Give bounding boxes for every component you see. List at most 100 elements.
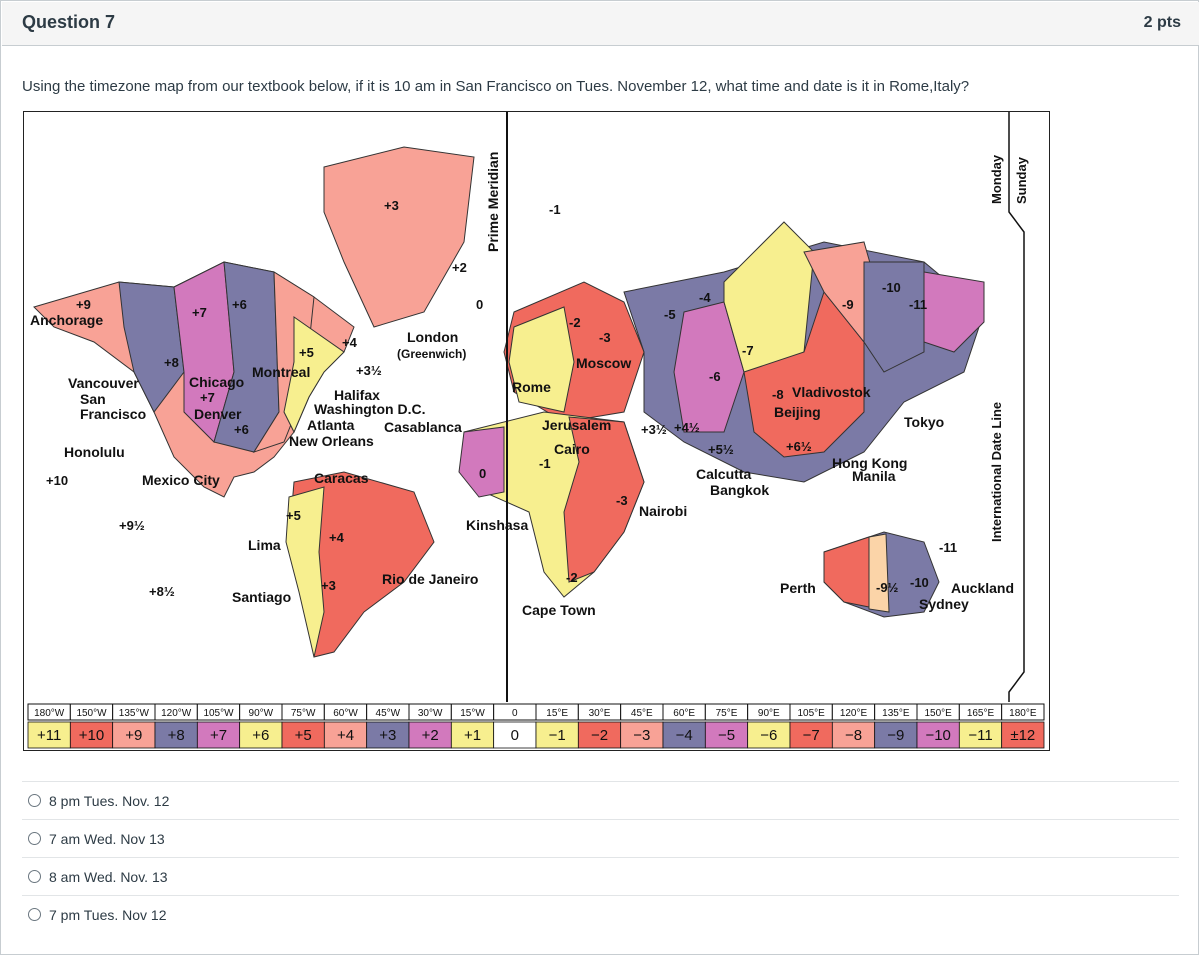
asia-yellow-zone xyxy=(723,221,815,373)
offset-label: +3½ xyxy=(356,363,382,378)
radio-button[interactable] xyxy=(28,794,41,807)
monday-label: Monday xyxy=(989,154,1004,204)
offset-label: -6 xyxy=(709,369,721,384)
question-points: 2 pts xyxy=(1143,14,1181,31)
longitude-label: 135°W xyxy=(119,708,150,719)
zone-cell xyxy=(196,721,241,749)
zone-cell xyxy=(154,721,198,749)
offset-label: +3 xyxy=(384,198,399,213)
offset-label: +5 xyxy=(286,508,301,523)
offset-label: -10 xyxy=(882,280,901,295)
offset-label: -8 xyxy=(772,387,784,402)
radio-button[interactable] xyxy=(28,832,41,845)
sunday-label: Sunday xyxy=(1014,156,1029,204)
answer-label[interactable]: 8 am Wed. Nov. 13 xyxy=(49,868,168,885)
offset-label: +6 xyxy=(234,422,249,437)
city-label: (Greenwich) xyxy=(397,347,466,361)
longitude-label: 75°W xyxy=(291,708,316,719)
zone-label: −6 xyxy=(760,727,777,744)
zone-cell xyxy=(747,721,791,749)
offset-label: 0 xyxy=(476,297,483,312)
city-label: Casablanca xyxy=(384,419,462,435)
zone-label: −8 xyxy=(845,727,862,744)
radio-button[interactable] xyxy=(28,908,41,921)
offset-label: -11 xyxy=(909,297,927,312)
zone-label: +8 xyxy=(168,727,185,744)
city-label: Atlanta xyxy=(307,417,355,433)
longitude-label: 45°W xyxy=(376,708,401,719)
zone-label: −10 xyxy=(925,727,950,744)
offset-label: -1 xyxy=(549,202,561,217)
zone-label: −7 xyxy=(803,727,820,744)
city-label: Caracas xyxy=(314,470,369,486)
radio-button[interactable] xyxy=(28,870,41,883)
question-text: Using the timezone map from our textbook… xyxy=(22,78,970,95)
zone-cell xyxy=(27,721,71,749)
answer-option[interactable]: 7 am Wed. Nov 13 xyxy=(22,819,1179,857)
offset-label: +8½ xyxy=(149,584,175,599)
city-label: Cape Town xyxy=(522,602,596,618)
city-label: Cairo xyxy=(554,441,590,457)
zone-cell xyxy=(450,721,495,749)
city-label: Nairobi xyxy=(639,503,687,519)
zone-label: +5 xyxy=(295,727,312,744)
date-line-label: International Date Line xyxy=(989,402,1004,542)
city-label: Jerusalem xyxy=(542,417,611,433)
longitude-label: 150°W xyxy=(76,708,107,719)
offset-label: +9 xyxy=(76,297,91,312)
south-america-west xyxy=(285,486,325,658)
offset-label: +2 xyxy=(452,260,467,275)
offset-label: -11 xyxy=(939,540,957,555)
city-label: Lima xyxy=(248,537,281,553)
answer-label[interactable]: 7 pm Tues. Nov 12 xyxy=(49,906,167,923)
zone-cell xyxy=(577,721,622,749)
answer-label[interactable]: 7 am Wed. Nov 13 xyxy=(49,830,165,847)
city-label: Sydney xyxy=(919,596,969,612)
city-label: New Orleans xyxy=(289,433,374,449)
zone-label: −2 xyxy=(591,727,608,744)
longitude-label: 180°E xyxy=(1009,708,1037,719)
city-label: Francisco xyxy=(80,406,146,422)
china-zone xyxy=(743,290,865,458)
longitude-label: 135°E xyxy=(882,708,910,719)
offset-label: +9½ xyxy=(119,518,145,533)
offset-label: +4 xyxy=(329,530,345,545)
offset-label: +5½ xyxy=(708,442,734,457)
answer-label[interactable]: 8 pm Tues. Nov. 12 xyxy=(49,792,170,809)
zone-label: −5 xyxy=(718,727,735,744)
zone-label: ±12 xyxy=(1010,727,1035,744)
africa-west-zone xyxy=(458,426,505,498)
zone-label: −4 xyxy=(676,727,693,744)
answer-option[interactable]: 8 am Wed. Nov. 13 xyxy=(22,857,1179,895)
zone-label: +1 xyxy=(464,727,481,744)
city-label: Manila xyxy=(852,468,896,484)
longitude-cell xyxy=(1001,703,1045,721)
city-label: Bangkok xyxy=(710,482,769,498)
city-label: San xyxy=(80,391,106,407)
longitude-label: 90°W xyxy=(249,708,274,719)
longitude-label: 45°E xyxy=(631,708,653,719)
zone-label: +9 xyxy=(125,727,142,744)
answer-option[interactable]: 7 pm Tues. Nov 12 xyxy=(22,895,1179,933)
longitude-label: 0 xyxy=(512,708,518,719)
eastern-zone xyxy=(283,316,345,434)
offset-label: +4½ xyxy=(674,420,700,435)
zone-label: −1 xyxy=(549,727,566,744)
longitude-label: 15°E xyxy=(546,708,568,719)
zone-cell xyxy=(1001,721,1045,749)
offset-label: -3 xyxy=(616,493,628,508)
zone-label: −3 xyxy=(633,727,650,744)
city-label: Rome xyxy=(512,379,551,395)
city-label: Montreal xyxy=(252,364,310,380)
city-label: Chicago xyxy=(189,374,244,390)
answer-option[interactable]: 8 pm Tues. Nov. 12 xyxy=(22,781,1179,819)
zone-label: +6 xyxy=(252,727,269,744)
city-label: Denver xyxy=(194,406,242,422)
city-label: Anchorage xyxy=(30,312,103,328)
zone-cell xyxy=(958,721,1003,749)
zone-label: +2 xyxy=(422,727,439,744)
longitude-label: 60°W xyxy=(333,708,358,719)
zone-label: +11 xyxy=(37,727,61,744)
central-zone xyxy=(252,271,315,453)
longitude-label: 15°W xyxy=(460,708,485,719)
